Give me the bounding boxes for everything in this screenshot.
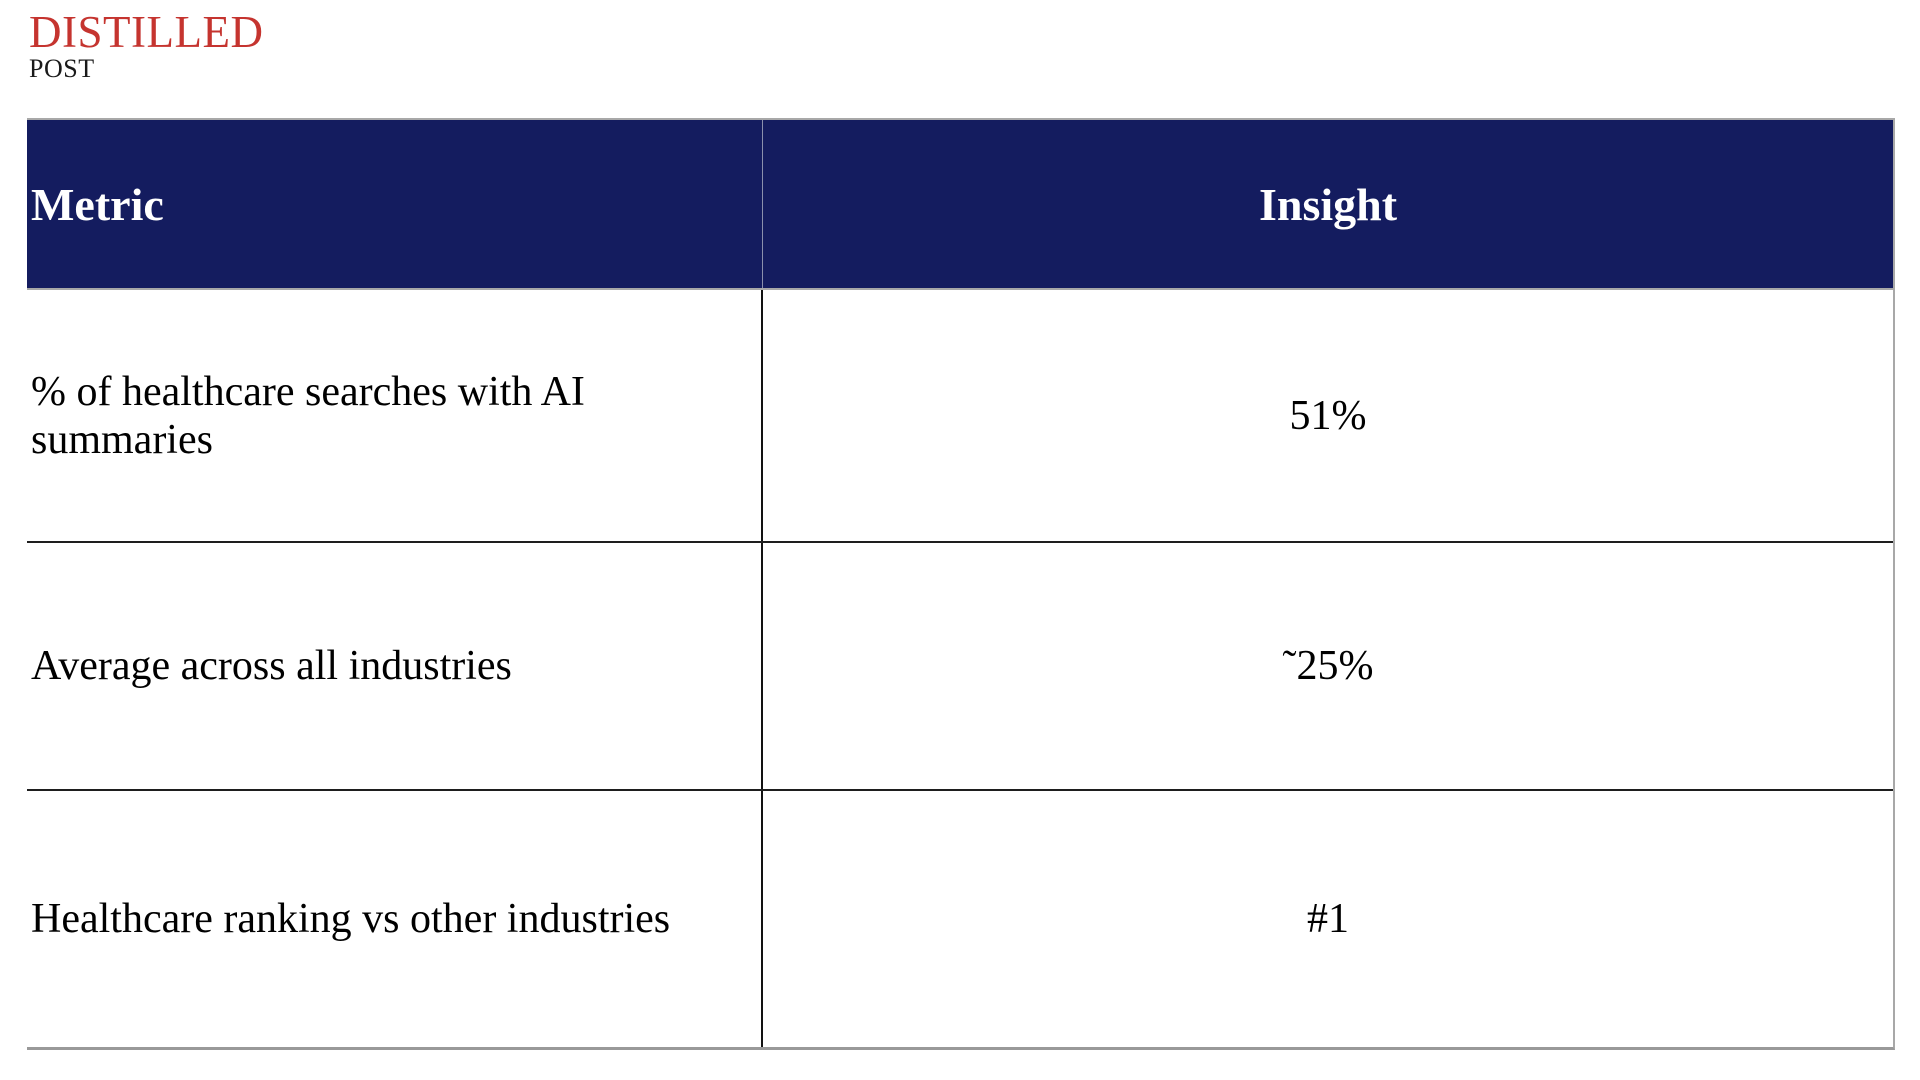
insight-cell: ˜25% — [1282, 643, 1374, 689]
table-row: Average across all industries ˜25% — [27, 541, 1893, 789]
brand-title: DISTILLED — [29, 7, 264, 57]
column-header-insight: Insight — [1258, 178, 1398, 230]
table-header-row: Metric Insight — [27, 120, 1893, 290]
brand-subtitle: POST — [29, 54, 95, 83]
column-header-metric: Metric — [27, 120, 763, 288]
insight-cell: 51% — [1289, 392, 1367, 439]
metrics-table: Metric Insight % of healthcare searches … — [27, 118, 1895, 1050]
insight-cell: #1 — [1307, 896, 1349, 942]
brand-logo[interactable]: DISTILLED POST — [29, 10, 263, 82]
table-row: Healthcare ranking vs other industries #… — [27, 789, 1893, 1047]
table-row: % of healthcare searches with AI summari… — [27, 290, 1893, 541]
metric-cell: % of healthcare searches with AI summari… — [27, 290, 763, 541]
metric-cell: Average across all industries — [27, 543, 763, 789]
metric-cell: Healthcare ranking vs other industries — [27, 791, 763, 1047]
